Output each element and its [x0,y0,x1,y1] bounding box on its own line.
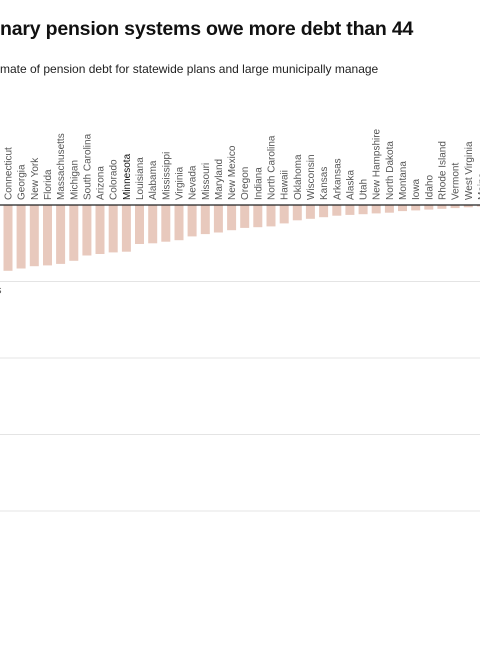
bars [3,205,480,271]
category-label: Colorado [109,159,120,200]
bar-georgia [16,205,26,269]
bar-alabama [148,205,158,244]
category-label: Georgia [17,164,28,200]
bar-oklahoma [292,205,302,221]
bar-new-york [29,205,39,267]
bar-nevada [187,205,197,237]
bar-michigan [69,205,79,261]
bar-virginia [174,205,184,241]
category-label: Minnesota [122,153,133,200]
category-label: New Hampshire [372,128,383,200]
category-label: Oregon [240,167,251,200]
category-label: Michigan [69,160,80,200]
bar-florida [43,205,52,266]
category-label: Wisconsin [306,154,317,200]
category-label: Arkansas [332,158,343,200]
bar-oregon [240,205,250,228]
category-label: Connecticut [4,147,15,200]
bar-wisconsin [305,205,315,219]
category-label: Arizona [96,166,107,200]
bar-vermont [450,205,460,209]
bar-kansas [319,205,329,218]
category-label: Virginia [175,166,186,200]
category-label: North Dakota [385,141,396,200]
category-label: Alaska [345,170,356,200]
bar-maryland [213,205,223,233]
category-label: Utah [359,179,370,200]
category-label: Florida [43,169,54,200]
category-label: Mississippi [161,152,172,200]
category-label: Iowa [411,178,422,200]
category-label: Idaho [424,175,435,200]
category-label: Rhode Island [437,141,448,200]
category-label: Louisiana [135,157,146,200]
bar-colorado [108,205,118,253]
bar-alaska [345,205,355,215]
category-label: Vermont [451,163,462,200]
bar-new-hampshire [371,205,381,214]
category-label: Kansas [319,167,330,200]
category-label: Hawaii [280,170,291,200]
bar-south-carolina [82,205,92,256]
category-label: New York [30,157,41,200]
category-label: Nevada [188,165,199,200]
category-label: Indiana [253,167,264,200]
bar-rhode-island [437,205,447,209]
category-label: Maine [477,172,480,200]
bar-massachusetts [56,205,66,264]
category-label: South Carolina [82,133,93,200]
bar-north-dakota [384,205,394,213]
category-label: North Carolina [267,135,278,200]
bar-minnesota [121,205,131,252]
category-label: Oklahoma [293,154,304,200]
bar-north-carolina [266,205,276,227]
bar-louisiana [135,205,144,244]
category-label: Massachusetts [56,133,67,200]
category-label: Montana [398,161,409,200]
category-label: Missouri [201,163,212,200]
bar-hawaii [279,205,289,224]
category-label: New Mexico [227,145,238,200]
category-labels: Connecticut Georgia New York Florida Massach… [4,128,480,200]
y-tick-label: s [0,285,2,297]
bar-arkansas [332,205,342,216]
gridlines [0,281,480,512]
chart-title: nary pension systems owe more debt than … [0,18,414,40]
bar-montana [398,205,407,212]
bar-arizona [95,205,105,254]
bar-missouri [200,205,210,235]
bar-idaho [424,205,434,210]
bar-connecticut [3,205,13,271]
category-label: West Virginia [464,141,475,200]
bar-maine [476,205,480,207]
bar-new-mexico [227,205,237,231]
bar-west-virginia [463,205,473,208]
bar-mississippi [161,205,171,242]
chart-subtitle: mate of pension debt for statewide plans… [0,62,379,76]
category-label: Maryland [214,159,225,200]
category-label: Alabama [148,160,159,200]
bar-utah [358,205,368,215]
bar-iowa [411,205,421,211]
bar-indiana [253,205,263,228]
